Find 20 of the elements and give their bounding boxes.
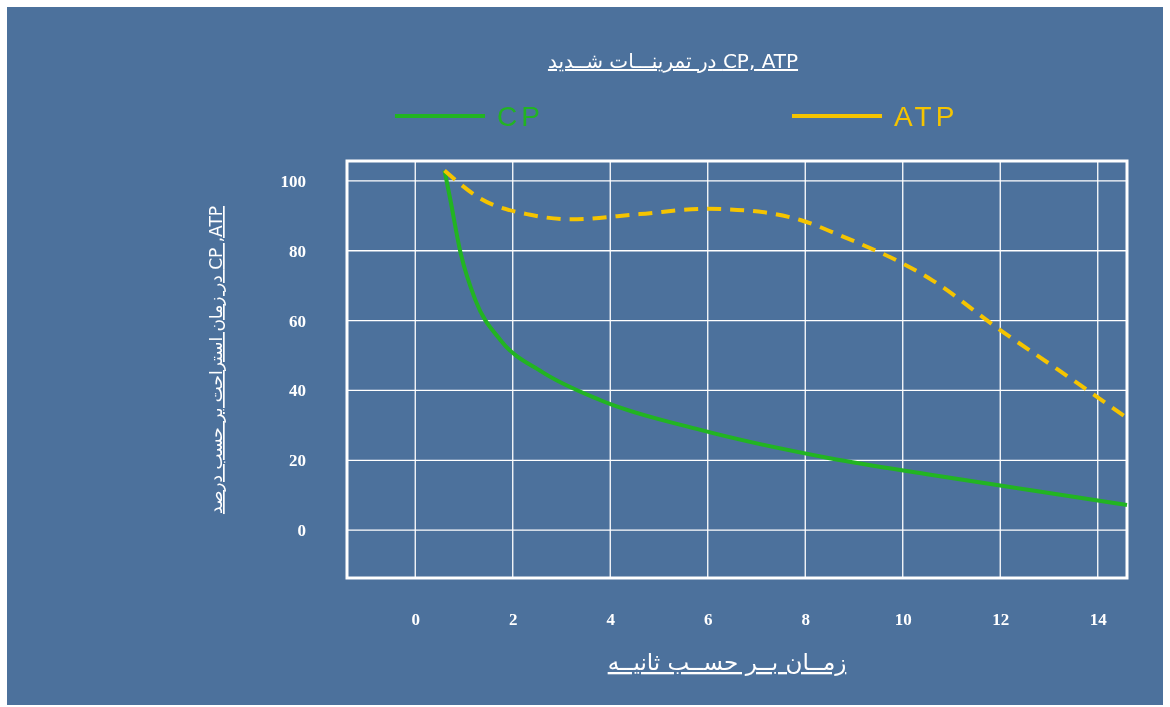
line-series: [442, 168, 1129, 508]
y-tick-label: 100: [280, 171, 306, 191]
x-tick-label: 10: [894, 610, 912, 630]
y-tick-label: 60: [289, 311, 306, 331]
y-tick-label: 0: [297, 521, 306, 541]
y-tick-label: 80: [289, 241, 306, 261]
y-tick-label: 20: [289, 451, 306, 471]
y-axis-title: CP ,ATP در زمان استراحت بر حسب درصد: [206, 205, 226, 515]
x-tick-label: 12: [992, 610, 1010, 630]
x-tick-label: 6: [704, 610, 713, 630]
x-tick-label: 2: [509, 610, 518, 630]
x-tick-label: 14: [1089, 610, 1108, 630]
y-tick-label: 40: [289, 381, 306, 401]
legend-label: CP: [497, 101, 544, 132]
x-axis-title: زمــان بــر حســب ثانیــه: [607, 649, 847, 676]
x-tick-label: 0: [411, 610, 420, 630]
x-tick-label: 4: [606, 610, 616, 630]
x-tick-label: 8: [801, 610, 810, 630]
chart-title: CP, ATP در تمرینـــات شــدید: [547, 49, 799, 73]
legend-label: ATP: [894, 101, 959, 132]
